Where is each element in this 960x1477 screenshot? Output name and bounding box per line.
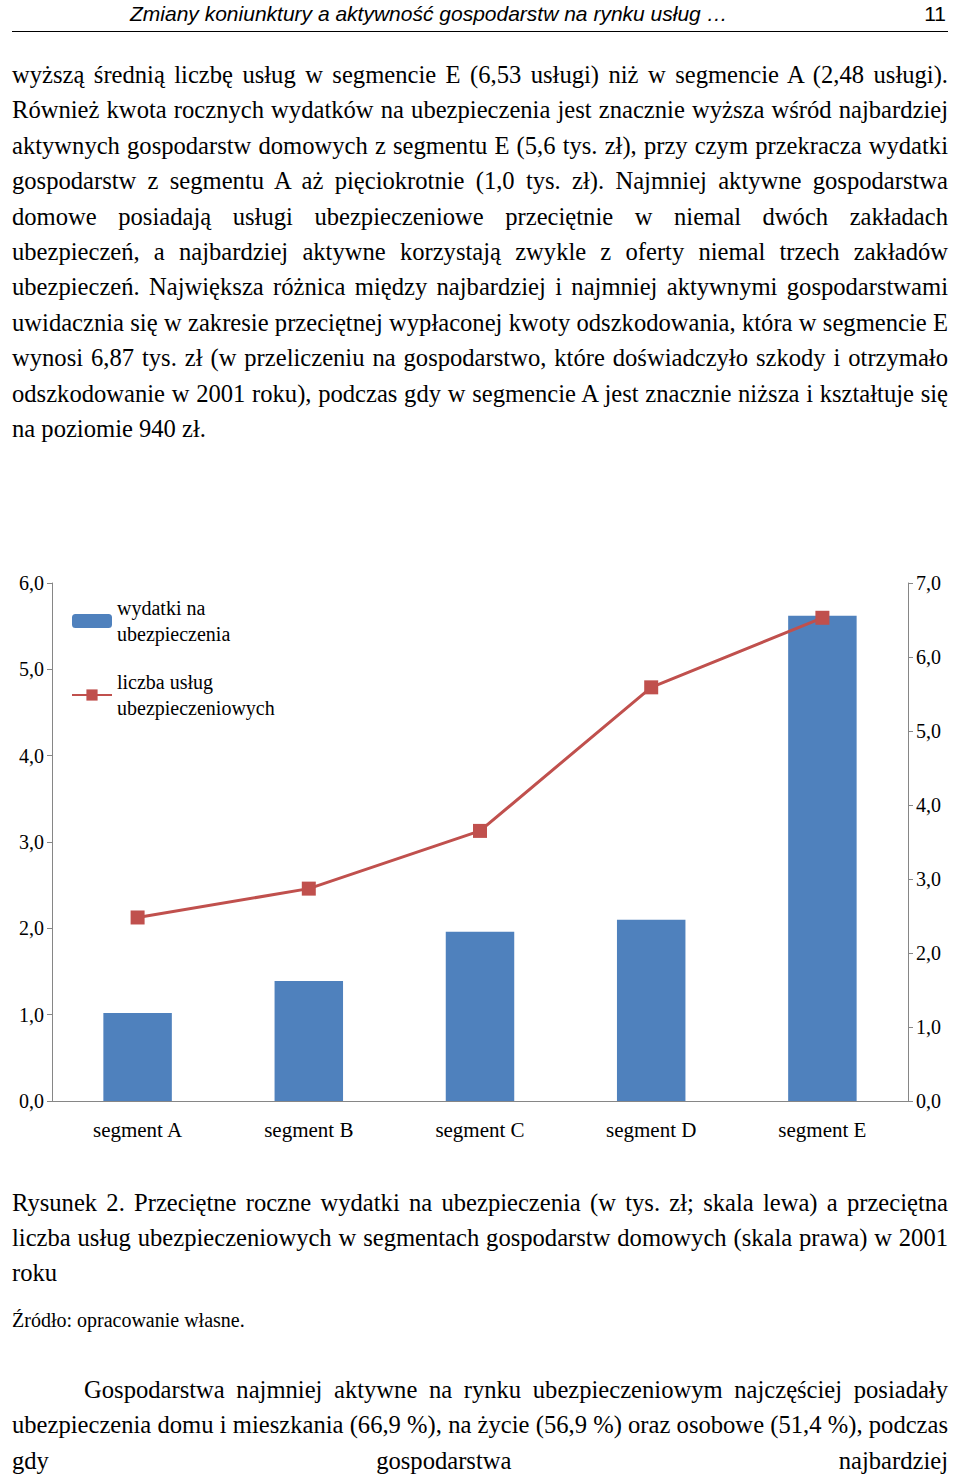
svg-text:wydatki na: wydatki na bbox=[117, 597, 205, 620]
svg-text:ubezpieczeniowych: ubezpieczeniowych bbox=[117, 697, 275, 720]
html-text:wyższą średnią liczbę usług w: wyższą średnią liczbę usług w segmencie … bbox=[12, 61, 948, 443]
svg-text:0,0: 0,0 bbox=[19, 1090, 44, 1112]
svg-text:5,0: 5,0 bbox=[916, 720, 941, 742]
svg-text:0,0: 0,0 bbox=[916, 1090, 941, 1112]
svg-text:3,0: 3,0 bbox=[916, 868, 941, 890]
svg-text:segment D: segment D bbox=[606, 1118, 696, 1142]
svg-text:segment A: segment A bbox=[93, 1118, 183, 1142]
html-text:Rysunek 2. Przeciętne roczne w: Rysunek 2. Przeciętne roczne wydatki na … bbox=[12, 1189, 948, 1286]
svg-text:1,0: 1,0 bbox=[916, 1016, 941, 1038]
svg-text:2,0: 2,0 bbox=[19, 917, 44, 939]
svg-text:4,0: 4,0 bbox=[916, 794, 941, 816]
svg-text:4,0: 4,0 bbox=[19, 745, 44, 767]
svg-text:1,0: 1,0 bbox=[19, 1004, 44, 1026]
svg-text:6,0: 6,0 bbox=[19, 572, 44, 594]
html-text:11: 11 bbox=[924, 2, 946, 25]
svg-text:7,0: 7,0 bbox=[916, 572, 941, 594]
html-text:Zmiany koniunktury a aktywność: Zmiany koniunktury a aktywność gospodars… bbox=[130, 2, 728, 25]
svg-text:ubezpieczenia: ubezpieczenia bbox=[117, 623, 230, 646]
svg-text:segment C: segment C bbox=[435, 1118, 524, 1142]
svg-text:3,0: 3,0 bbox=[19, 831, 44, 853]
svg-text:5,0: 5,0 bbox=[19, 658, 44, 680]
html-text:Źródło: opracowanie własne.: Źródło: opracowanie własne. bbox=[12, 1309, 245, 1331]
svg-text:6,0: 6,0 bbox=[916, 646, 941, 668]
svg-text:liczba usług: liczba usług bbox=[117, 671, 213, 694]
svg-text:segment B: segment B bbox=[264, 1118, 353, 1142]
svg-text:2,0: 2,0 bbox=[916, 942, 941, 964]
svg-text:segment E: segment E bbox=[778, 1118, 866, 1142]
html-text:Gospodarstwa najmniej aktywne: Gospodarstwa najmniej aktywne na rynku u… bbox=[12, 1376, 948, 1474]
